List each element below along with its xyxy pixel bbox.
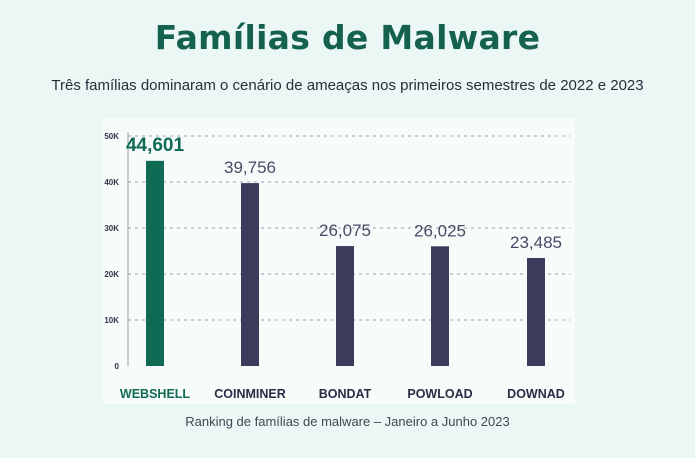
category-label: DOWNAD: [507, 387, 565, 401]
category-label: WEBSHELL: [120, 387, 191, 401]
value-label: 26,025: [414, 221, 466, 240]
chart-caption: Ranking de famílias de malware – Janeiro…: [185, 414, 510, 429]
y-tick-label: 30K: [104, 224, 119, 233]
category-label: COINMINER: [214, 387, 286, 401]
bar: [336, 246, 354, 366]
bar: [527, 257, 545, 366]
y-tick-label: 50K: [104, 132, 119, 141]
chart-title: Famílias de Malware: [154, 18, 541, 57]
chart-subtitle: Três famílias dominaram o cenário de ame…: [51, 77, 644, 94]
value-label: 44,601: [126, 135, 185, 156]
category-label: POWLOAD: [407, 387, 472, 401]
value-label: 39,756: [224, 158, 276, 177]
category-label: BONDAT: [319, 387, 372, 401]
bar: [431, 246, 449, 366]
y-tick-label: 20K: [104, 270, 119, 279]
bar: [241, 183, 259, 366]
value-label: 23,485: [510, 233, 562, 252]
y-tick-label: 0: [115, 362, 120, 371]
value-label: 26,075: [319, 221, 371, 240]
bar: [146, 160, 164, 366]
y-tick-label: 10K: [104, 316, 119, 325]
y-tick-label: 40K: [104, 178, 119, 187]
